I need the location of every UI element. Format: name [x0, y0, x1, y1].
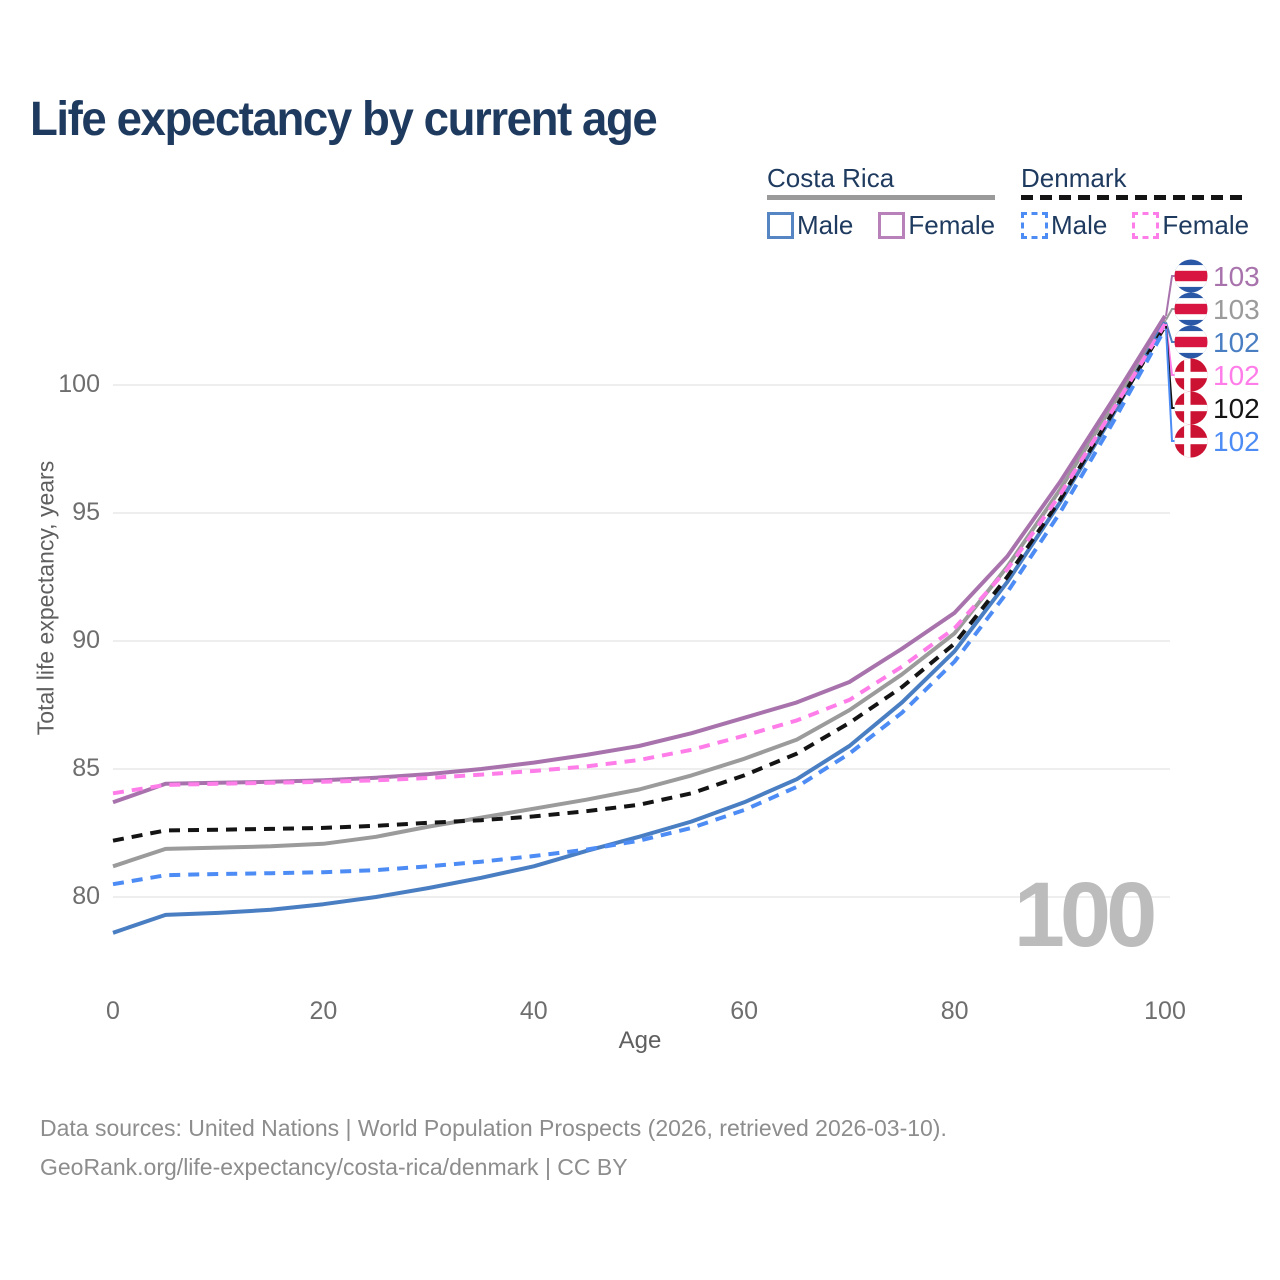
legend-items-costa-rica: Male Female — [767, 210, 995, 241]
denmark-flag-icon — [1174, 391, 1208, 425]
y-tick-label: 80 — [72, 882, 100, 910]
x-tick-label: 0 — [106, 997, 120, 1025]
x-tick-label: 80 — [940, 997, 969, 1025]
legend-items-denmark: Male Female — [1021, 210, 1249, 241]
series-line-denmark-male[interactable] — [112, 327, 1167, 887]
legend-item-costa-rica-female[interactable]: Female — [878, 210, 995, 241]
legend-item-label: Male — [1051, 210, 1108, 240]
checkbox-dashed-pink-icon — [1132, 212, 1160, 239]
x-tick-label: 100 — [1144, 997, 1186, 1025]
series-line-denmark-both-sexes[interactable] — [112, 325, 1167, 843]
x-tick-label: 40 — [519, 997, 548, 1025]
legend-item-label: Female — [908, 210, 996, 240]
end-value-label: 103 — [1213, 294, 1260, 325]
checkbox-dashed-blue-icon — [1021, 212, 1048, 239]
series-line-costa-rica-female[interactable] — [112, 314, 1167, 805]
series-line-costa-rica-both-sexes[interactable] — [112, 318, 1167, 869]
denmark-flag-icon — [1174, 424, 1208, 458]
footer-data-sources: Data sources: United Nations | World Pop… — [40, 1115, 947, 1141]
costa-rica-flag-icon — [1174, 292, 1208, 326]
y-tick-label: 90 — [72, 626, 100, 654]
legend-item-denmark-female[interactable]: Female — [1132, 210, 1249, 241]
page-title: Life expectancy by current age — [30, 93, 658, 146]
y-tick-label: 85 — [72, 754, 100, 782]
checkbox-solid-purple-icon — [878, 212, 906, 239]
legend-country-costa-rica[interactable]: Costa Rica — [767, 163, 996, 200]
gridlines — [113, 384, 1170, 898]
end-value-label: 102 — [1213, 327, 1260, 358]
end-value-label: 102 — [1213, 360, 1260, 391]
costa-rica-flag-icon — [1174, 325, 1208, 359]
legend-country-label: Denmark — [1021, 163, 1127, 193]
footer-attribution: GeoRank.org/life-expectancy/costa-rica/d… — [40, 1154, 628, 1180]
footer: Data sources: United Nations | World Pop… — [40, 1109, 947, 1187]
x-axis-title: Age — [618, 1027, 662, 1054]
age-watermark: 100 — [1014, 864, 1154, 966]
end-value-label: 102 — [1213, 426, 1260, 457]
costa-rica-flag-icon — [1174, 259, 1208, 293]
x-tick-label: 60 — [730, 997, 759, 1025]
series-line-costa-rica-male[interactable] — [112, 321, 1167, 935]
legend-country-denmark[interactable]: Denmark — [1021, 163, 1250, 200]
end-value-label: 102 — [1213, 393, 1260, 424]
legend-country-label: Costa Rica — [767, 163, 895, 193]
y-tick-label: 95 — [72, 498, 100, 526]
legend-item-label: Male — [797, 210, 854, 240]
series-lines — [112, 314, 1167, 935]
end-value-label: 103 — [1213, 261, 1260, 292]
checkbox-solid-blue-icon — [767, 212, 794, 239]
legend-group-denmark: Denmark Male Female — [1021, 163, 1250, 241]
legend-group-costa-rica: Costa Rica Male Female — [767, 163, 996, 241]
dashed-line-underline-icon — [1021, 195, 1250, 200]
x-tick-label: 20 — [309, 997, 338, 1025]
y-tick-label: 100 — [58, 370, 100, 398]
legend-item-costa-rica-male[interactable]: Male — [767, 210, 853, 241]
legend-item-denmark-male[interactable]: Male — [1021, 210, 1107, 241]
series-line-denmark-female[interactable] — [112, 323, 1167, 796]
legend-item-label: Female — [1162, 210, 1250, 240]
denmark-flag-icon — [1174, 358, 1208, 392]
solid-line-underline-icon — [767, 195, 996, 200]
